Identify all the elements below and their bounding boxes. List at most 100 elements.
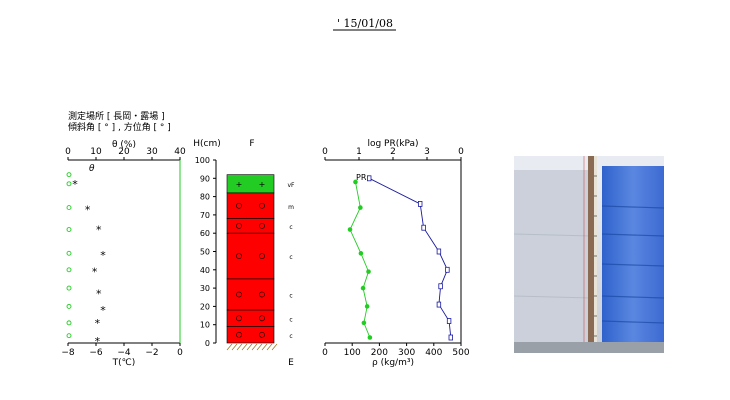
temperature-point: * (95, 317, 101, 330)
snow-layers: + + vF m c c c c c (226, 174, 295, 344)
dyed-layer-bands (601, 205, 664, 324)
temperature-axis-label: T(℃) (112, 358, 136, 368)
density-tick-label: 0 (322, 348, 328, 358)
pr-tick-label: 0 (322, 147, 328, 157)
theta-axis-label: θ (%) (112, 140, 136, 150)
height-tick-label: 100 (195, 156, 210, 165)
pr-line (368, 177, 452, 338)
snow-pit-photo (514, 156, 664, 353)
density-panel: log PR(kPa) 0 1 2 3 0 0 100 200 300 400 500 ρ (kg… (322, 139, 470, 368)
density-pr-series (347, 175, 453, 341)
density-axis-ticks: 0 100 200 300 400 500 (322, 343, 470, 358)
pr-axis-label: log PR(kPa) (367, 139, 418, 149)
height-axis-ticks: 0 10 20 30 40 50 60 70 80 90 100 (195, 156, 216, 348)
pit-floor (514, 342, 664, 353)
grain-shape-symbol: + (259, 180, 266, 189)
water-content-point (66, 250, 72, 256)
density-tick-label: 300 (398, 348, 415, 358)
snow-layer (226, 326, 275, 344)
temperature-tick-label: −8 (61, 348, 75, 358)
snow-layer (226, 218, 275, 234)
height-tick-label: 40 (200, 266, 210, 275)
grain-shape-symbol (259, 331, 265, 338)
height-tick-label: 90 (200, 174, 210, 183)
water-content-point (66, 320, 72, 326)
snow-layer (226, 174, 275, 194)
snow-pit-photo-drawing (514, 156, 664, 353)
density-point (353, 179, 358, 185)
density-point (358, 251, 364, 256)
water-content-point (66, 303, 72, 309)
temperature-point: * (95, 335, 101, 348)
pr-point (417, 201, 423, 207)
pr-point (448, 334, 453, 341)
density-point (366, 269, 371, 274)
layer-hardness-label: m (288, 204, 294, 211)
temperature-tick-label: −4 (117, 348, 131, 358)
ground-hatch (271, 343, 278, 351)
temperature-tick-label: −6 (89, 348, 103, 358)
temperature-point: * (100, 249, 106, 262)
site-line-1: 測定場所 [ 長岡・露場 ] (68, 110, 165, 122)
measuring-staff (588, 156, 594, 353)
grain-shape-symbol (259, 315, 265, 322)
pr-point (421, 224, 426, 231)
height-tick-label: 0 (205, 339, 210, 348)
layer-hardness-label: c (289, 316, 292, 323)
pr-tick-label: 3 (424, 147, 430, 157)
grain-shape-symbol (236, 222, 242, 229)
snow-wall-left (514, 170, 592, 342)
grain-shape-symbol (236, 253, 242, 259)
pr-point (436, 301, 442, 308)
density-point (347, 227, 353, 232)
density-point (360, 285, 366, 291)
theta-axis-ticks: 0 10 20 30 40 (65, 147, 186, 160)
snow-layer (226, 309, 275, 327)
water-content-point (66, 181, 72, 187)
layer-column-title: F (249, 139, 254, 149)
temperature-point: * (96, 288, 102, 301)
temperature-point: * (96, 224, 102, 237)
height-tick-label: 80 (200, 193, 210, 202)
ground-hatch (266, 343, 273, 351)
water-content-points (66, 172, 72, 339)
ground-hatch (226, 343, 233, 351)
grain-shape-symbol (259, 222, 265, 229)
density-point (367, 335, 373, 340)
pr-axis-ticks: 0 1 2 3 0 (322, 147, 464, 160)
density-tick-label: 400 (425, 348, 442, 358)
height-tick-label: 60 (200, 229, 210, 238)
temperature-point: * (92, 266, 98, 279)
pr-point (445, 266, 450, 273)
height-axis-label: H(cm) (193, 139, 221, 149)
ground-hatch (246, 343, 253, 351)
ground-hatch (261, 343, 268, 351)
staff-scale (594, 156, 597, 353)
density-point (364, 304, 370, 309)
snow-layer (226, 192, 275, 219)
theta-tick-label: 20 (118, 147, 130, 157)
pr-point (366, 175, 372, 182)
temperature-tick-label: 0 (177, 348, 183, 358)
height-tick-label: 10 (200, 321, 210, 330)
temperature-point: * (100, 304, 106, 317)
grain-shape-symbol (236, 202, 242, 209)
temperature-tick-label: −2 (145, 348, 158, 358)
grain-shape-symbol (236, 331, 242, 338)
theta-legend-symbol: θ (89, 164, 95, 174)
ground-hatch (231, 343, 238, 351)
pr-point (446, 318, 452, 324)
density-line (349, 181, 371, 338)
grain-shape-symbol: + (236, 180, 243, 189)
dyed-snow-layer (602, 166, 664, 344)
water-content-point (66, 285, 72, 291)
theta-tick-label: 30 (146, 147, 158, 157)
density-tick-label: 100 (344, 348, 361, 358)
density-tick-label: 500 (452, 348, 469, 358)
pr-series-label: PR (356, 173, 367, 182)
layer-bottom-label: E (288, 358, 294, 368)
ground-hatch (256, 343, 263, 351)
site-line-2: 傾斜角 [ ° ] , 方位角 [ ° ] (68, 121, 171, 133)
temperature-point: * (72, 178, 78, 191)
ground-hatch (236, 343, 243, 351)
